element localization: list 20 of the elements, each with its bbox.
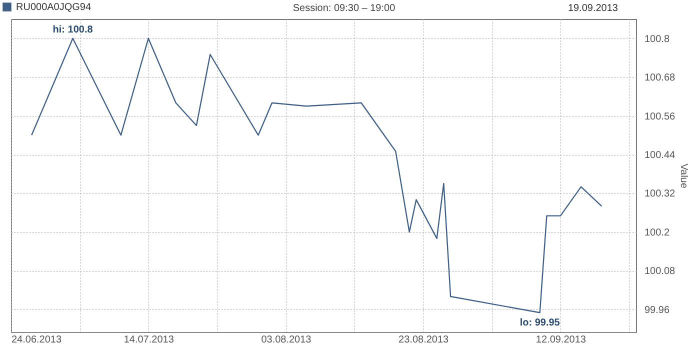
line-series [31,38,602,314]
text: 19.09.2013 [568,3,618,14]
chart-title: Session: 09:30 – 19:00 [292,3,396,14]
y-tick-label: 100.68 [644,72,676,84]
y-axis-title: Value [678,164,688,189]
x-tick-label: 23.08.2013 [398,334,450,345]
annotation: lo: 99.95 [520,318,560,329]
y-tick-label: 99.96 [644,304,670,316]
x-tick-label: 03.08.2013 [261,334,312,345]
y-tick-label: 100.56 [644,111,676,122]
y-tick-label: 100.08 [644,266,676,278]
y-tick-label: 100.44 [644,150,676,162]
y-tick-label: 100.2 [644,227,670,238]
x-tick-label: 12.09.2013 [536,334,586,345]
y-tick-label: 100.8 [644,34,670,45]
x-tick-label: 24.06.2013 [12,334,62,345]
y-tick-label: 100.32 [644,188,676,200]
x-tick-label: 14.07.2013 [124,334,174,345]
annotation: hi: 100.8 [52,24,94,36]
legend-label: RU000A0JQG94 [16,2,92,13]
